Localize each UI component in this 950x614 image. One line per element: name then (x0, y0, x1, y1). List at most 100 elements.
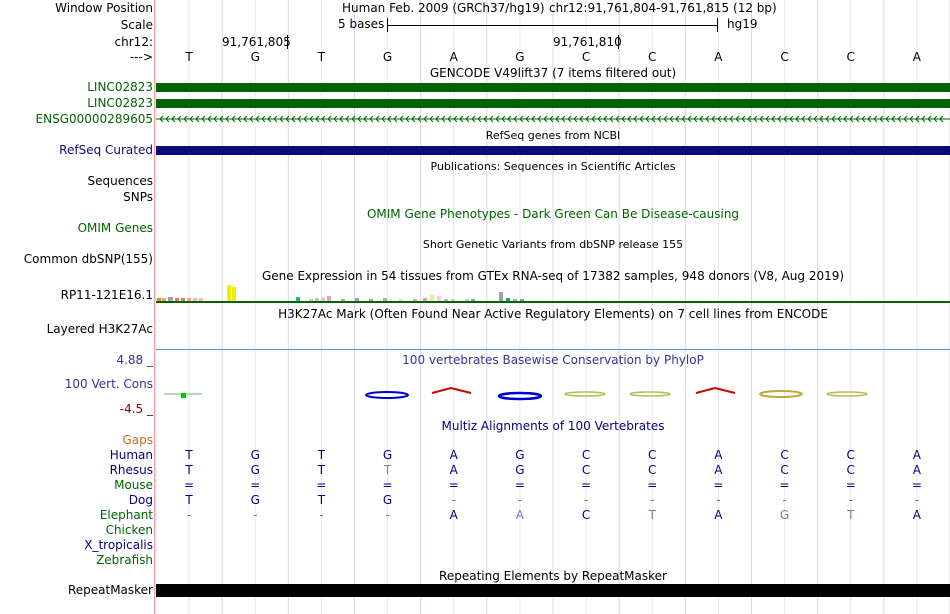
cons-label[interactable]: 100 Vert. Cons (64, 377, 153, 391)
alignment-base: = (779, 478, 790, 492)
alignment-base: - (650, 493, 655, 507)
repeat-title[interactable]: Repeating Elements by RepeatMasker (439, 569, 667, 583)
alignment-base: T (185, 493, 193, 507)
alignment-base: A (515, 508, 525, 522)
alignment-base: A (714, 463, 723, 477)
alignment-base: - (583, 493, 589, 507)
alignment-base: - (319, 508, 324, 522)
track-left-border (154, 0, 155, 614)
alignment-base: - (253, 508, 258, 522)
alignment-base: C (780, 463, 789, 477)
sequence-base: T (317, 50, 326, 64)
dbsnp-label[interactable]: Common dbSNP(155) (23, 252, 153, 266)
position-text[interactable]: chr12:91,761,804-91,761,815 (12 bp) (549, 1, 777, 15)
gencode-title[interactable]: GENCODE V49lift37 (7 items filtered out) (429, 66, 677, 80)
gtex-expression-bars[interactable] (156, 284, 556, 302)
alignment-base: - (451, 493, 456, 507)
gencode-item-2[interactable]: LINC02823 (87, 96, 153, 110)
alignment-base: G (515, 448, 525, 462)
cons-max-label: 4.88 _ (116, 353, 153, 367)
alignment-base: A (449, 508, 458, 522)
alignment-base: - (914, 493, 920, 507)
alignment-base: = (250, 478, 261, 492)
alignment-base: A (714, 448, 723, 462)
species-label-mouse[interactable]: Mouse (114, 478, 153, 492)
alignment-base: C (581, 508, 591, 522)
species-label-elephant[interactable]: Elephant (99, 508, 153, 522)
alignment-base: G (250, 493, 260, 507)
cons-min-label: -4.5 _ (119, 402, 153, 416)
gencode-feature-2[interactable] (156, 99, 950, 108)
alignment-base: A (449, 448, 458, 462)
scale-assembly: hg19 (727, 17, 758, 31)
sequence-base: G (250, 50, 260, 64)
cons-title[interactable]: 100 vertebrates Basewise Conservation by… (402, 353, 704, 367)
alignment-base: A (912, 448, 922, 462)
alignment-base: = (845, 478, 856, 492)
publications-title[interactable]: Publications: Sequences in Scientific Ar… (430, 160, 676, 173)
species-label-zebrafish[interactable]: Zebrafish (96, 553, 153, 567)
repeat-label[interactable]: RepeatMasker (67, 583, 153, 597)
species-label-chicken[interactable]: Chicken (105, 523, 153, 537)
sequences-label[interactable]: Sequences (87, 174, 153, 188)
alignment-base: = (382, 478, 393, 492)
gencode-feature-1[interactable] (156, 83, 950, 92)
snps-label[interactable]: SNPs (123, 190, 153, 204)
alignment-base: C (846, 448, 855, 462)
gtex-baseline (156, 301, 950, 303)
gencode-feature-3-intron[interactable] (156, 114, 950, 124)
alignment-base: - (517, 493, 523, 507)
refseq-label[interactable]: RefSeq Curated (59, 143, 153, 157)
alignment-base: T (648, 508, 656, 522)
sequence-base: C (846, 50, 855, 64)
alignment-base: C (846, 463, 855, 477)
omim-label[interactable]: OMIM Genes (77, 221, 153, 235)
strand-label: ---> (129, 50, 153, 64)
alignment-base: T (317, 463, 326, 477)
alignment-base: C (581, 448, 591, 462)
repeat-feature[interactable] (156, 584, 950, 597)
alignment-base: C (648, 463, 657, 477)
gtex-title[interactable]: Gene Expression in 54 tissues from GTEx … (261, 269, 845, 283)
refseq-title[interactable]: RefSeq genes from NCBI (485, 129, 621, 142)
h3k27-title[interactable]: H3K27Ac Mark (Often Found Near Active Re… (278, 307, 828, 321)
window-position-label: Window Position (55, 1, 153, 15)
alignment-base: A (912, 463, 922, 477)
alignment-base: C (780, 448, 789, 462)
gtex-label[interactable]: RP11-121E16.1 (60, 288, 153, 302)
alignment-base: T (317, 493, 326, 507)
alignment-base: - (385, 508, 390, 522)
species-label-x-tropicalis[interactable]: X_tropicalis (84, 538, 153, 552)
coord-tick-2 (618, 35, 619, 49)
sequence-base: A (912, 50, 922, 64)
alignment-base: = (316, 478, 327, 492)
alignment-base: = (713, 478, 724, 492)
omim-title[interactable]: OMIM Gene Phenotypes - Dark Green Can Be… (366, 207, 740, 221)
alignment-base: G (250, 463, 260, 477)
alignment-base: = (911, 478, 922, 492)
multiz-title[interactable]: Multiz Alignments of 100 Vertebrates (441, 419, 665, 433)
h3k27-label[interactable]: Layered H3K27Ac (46, 322, 153, 336)
sequence-base: C (648, 50, 657, 64)
alignment-base: - (782, 493, 787, 507)
species-label-human[interactable]: Human (109, 448, 153, 462)
gencode-item-3[interactable]: ENSG00000289605 (35, 112, 153, 126)
alignment-base: T (317, 448, 326, 462)
gaps-label[interactable]: Gaps (122, 433, 153, 447)
coord-tick-1 (287, 35, 288, 49)
sequence-base: G (382, 50, 393, 64)
alignment-base: T (383, 463, 392, 477)
gencode-item-1[interactable]: LINC02823 (87, 80, 153, 94)
scale-bar (387, 18, 718, 32)
scale-label: Scale (120, 18, 153, 32)
cons-logo[interactable] (156, 385, 950, 401)
species-label-dog[interactable]: Dog (128, 493, 153, 507)
dbsnp-title[interactable]: Short Genetic Variants from dbSNP releas… (422, 238, 684, 251)
species-label-rhesus[interactable]: Rhesus (109, 463, 153, 477)
refseq-feature[interactable] (156, 146, 950, 155)
scale-text: 5 bases (338, 17, 385, 31)
alignment-base: = (184, 478, 195, 492)
chrom-label: chr12: (114, 35, 153, 49)
alignment-base: G (382, 493, 393, 507)
alignment-base: G (382, 448, 393, 462)
